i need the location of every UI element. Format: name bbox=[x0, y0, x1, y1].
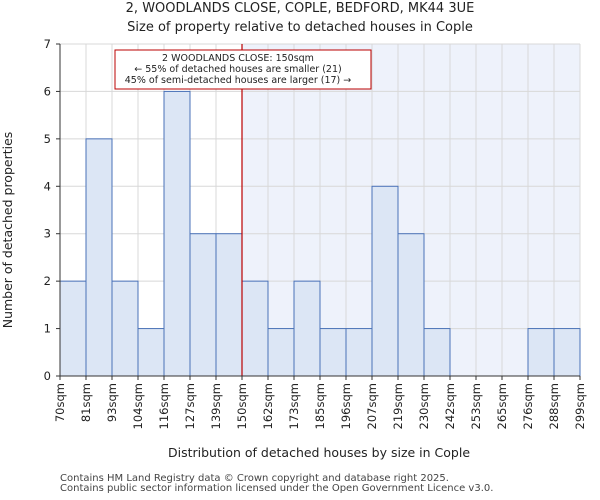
x-tick-label-81sqm: 81sqm bbox=[79, 383, 93, 422]
x-tick-label-127sqm: 127sqm bbox=[183, 383, 197, 429]
x-axis-label: Distribution of detached houses by size … bbox=[168, 445, 470, 460]
y-tick-label: 0 bbox=[44, 369, 51, 383]
bar-116sqm bbox=[163, 90, 191, 377]
annotation-line-3: 45% of semi-detached houses are larger (… bbox=[125, 75, 352, 86]
x-tick-label-219sqm: 219sqm bbox=[391, 383, 405, 429]
bar-162sqm bbox=[267, 328, 295, 377]
x-tick-label-242sqm: 242sqm bbox=[443, 383, 457, 429]
annotation-box: 2 WOODLANDS CLOSE: 150sqm ← 55% of detac… bbox=[114, 49, 372, 90]
annotation-line-1: 2 WOODLANDS CLOSE: 150sqm bbox=[162, 53, 314, 64]
x-tick-label-185sqm: 185sqm bbox=[313, 383, 327, 429]
y-tick-label: 2 bbox=[44, 274, 51, 288]
y-axis-label: Number of detached properties bbox=[0, 132, 15, 329]
bar-230sqm bbox=[423, 328, 451, 377]
y-tick-label: 5 bbox=[44, 132, 51, 146]
x-tick-label-196sqm: 196sqm bbox=[339, 383, 353, 429]
y-tick-label: 7 bbox=[44, 37, 51, 51]
bar-288sqm bbox=[553, 328, 581, 377]
footer-attribution-2: Contains public sector information licen… bbox=[60, 483, 494, 494]
bar-93sqm bbox=[111, 280, 139, 377]
bar-104sqm bbox=[137, 328, 165, 377]
x-tick-label-104sqm: 104sqm bbox=[131, 383, 145, 429]
x-tick-label-288sqm: 288sqm bbox=[547, 383, 561, 429]
x-tick-label-299sqm: 299sqm bbox=[573, 383, 587, 429]
x-tick-label-139sqm: 139sqm bbox=[209, 383, 223, 429]
bar-207sqm bbox=[371, 185, 399, 377]
bar-173sqm bbox=[293, 280, 321, 377]
y-tick-label: 4 bbox=[44, 179, 51, 193]
chart-subtitle: Size of property relative to detached ho… bbox=[127, 20, 473, 35]
bar-196sqm bbox=[345, 328, 373, 377]
bar-276sqm bbox=[527, 328, 555, 377]
x-tick-label-230sqm: 230sqm bbox=[417, 383, 431, 429]
y-tick-label: 3 bbox=[44, 227, 51, 241]
annotation-frame bbox=[114, 49, 372, 90]
x-tick-label-116sqm: 116sqm bbox=[157, 383, 171, 429]
x-tick-label-162sqm: 162sqm bbox=[261, 383, 275, 429]
chart-title: 2, WOODLANDS CLOSE, COPLE, BEDFORD, MK44… bbox=[126, 1, 475, 16]
bar-127sqm bbox=[189, 233, 217, 377]
bar-185sqm bbox=[319, 328, 347, 377]
x-tick-label-150sqm: 150sqm bbox=[235, 383, 249, 429]
x-tick-label-173sqm: 173sqm bbox=[287, 383, 301, 429]
x-tick-label-265sqm: 265sqm bbox=[495, 383, 509, 429]
x-tick-label-70sqm: 70sqm bbox=[53, 383, 67, 422]
x-tick-label-253sqm: 253sqm bbox=[469, 383, 483, 429]
bar-70sqm bbox=[59, 280, 87, 377]
x-tick-label-207sqm: 207sqm bbox=[365, 383, 379, 429]
bar-219sqm bbox=[397, 233, 425, 377]
y-tick-label: 1 bbox=[44, 322, 51, 336]
y-tick-label: 6 bbox=[44, 84, 51, 98]
bar-81sqm bbox=[85, 138, 113, 377]
bar-139sqm bbox=[215, 233, 243, 377]
x-tick-label-276sqm: 276sqm bbox=[521, 383, 535, 429]
bar-150sqm bbox=[241, 280, 269, 377]
annotation-line-2: ← 55% of detached houses are smaller (21… bbox=[134, 64, 341, 75]
x-tick-label-93sqm: 93sqm bbox=[105, 383, 119, 422]
footer-attribution-1: Contains HM Land Registry data © Crown c… bbox=[60, 473, 449, 484]
